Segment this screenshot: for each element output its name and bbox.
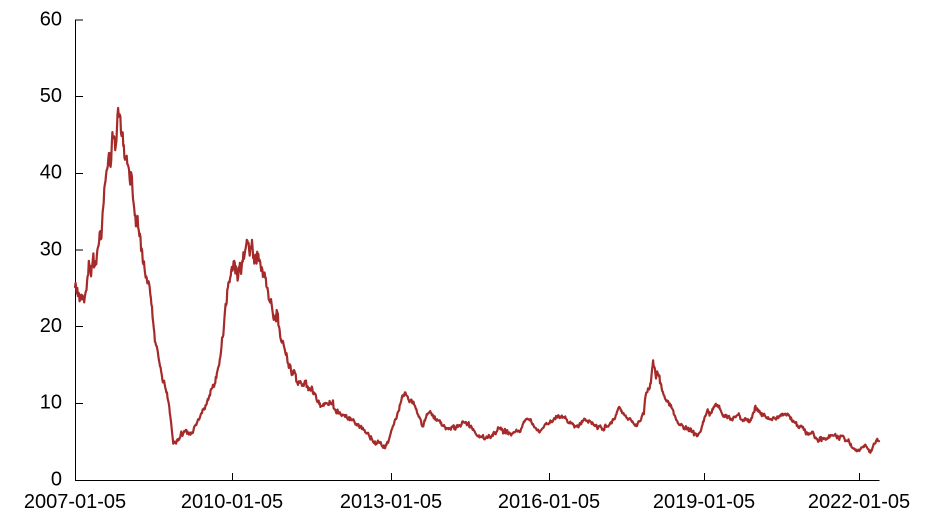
- svg-text:2010-01-05: 2010-01-05: [181, 491, 283, 513]
- svg-text:60: 60: [40, 8, 62, 30]
- svg-text:50: 50: [40, 85, 62, 107]
- svg-text:2022-01-05: 2022-01-05: [808, 491, 910, 513]
- svg-text:2007-01-05: 2007-01-05: [24, 491, 126, 513]
- svg-text:2013-01-05: 2013-01-05: [340, 491, 442, 513]
- svg-text:40: 40: [40, 162, 62, 184]
- svg-text:2019-01-05: 2019-01-05: [653, 491, 755, 513]
- svg-text:0: 0: [51, 468, 62, 490]
- svg-text:2016-01-05: 2016-01-05: [498, 491, 600, 513]
- svg-text:10: 10: [40, 392, 62, 414]
- svg-text:20: 20: [40, 315, 62, 337]
- svg-text:30: 30: [40, 238, 62, 260]
